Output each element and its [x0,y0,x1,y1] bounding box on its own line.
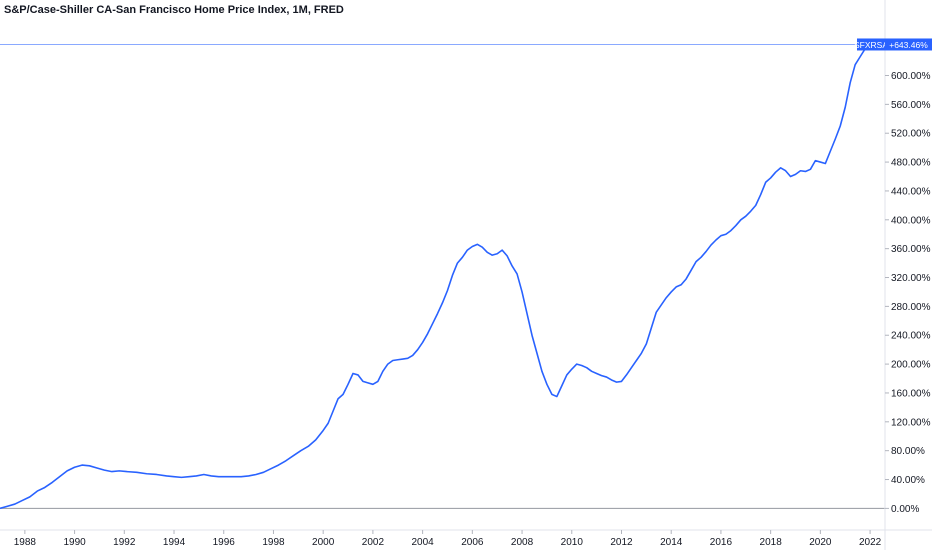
x-tick-label: 1988 [14,537,37,548]
y-tick-label: 400.00% [891,215,931,226]
x-tick-label: 1996 [213,537,236,548]
x-tick-label: 2018 [760,537,783,548]
x-tick-label: 2010 [561,537,584,548]
y-tick-label: 160.00% [891,388,931,399]
y-tick-label: 440.00% [891,186,931,197]
price-axis: 0.00% 40.00% 80.00% 120.00% 160.00% 200.00% 24… [854,0,932,550]
y-tick-label: 200.00% [891,360,931,371]
y-tick-label: 320.00% [891,273,931,284]
x-tick-label: 2004 [411,537,434,548]
x-tick-label: 1998 [262,537,285,548]
x-tick-label: 1994 [163,537,186,548]
plot-area [0,43,885,510]
y-tick-label: 0.00% [891,504,919,515]
y-tick-label: 480.00% [891,158,931,169]
time-axis: 1988 1990 1992 1994 1996 1998 2000 2002 2004 2006… [0,529,932,548]
x-tick-label: 2008 [511,537,534,548]
x-tick-label: 2000 [312,537,335,548]
symbol-badge [857,38,885,51]
x-tick-label: 2012 [610,537,633,548]
y-tick-label: 600.00% [891,71,931,82]
x-tick-label: 2002 [362,537,385,548]
x-tick-label: 2014 [660,537,683,548]
x-tick-label: 1990 [63,537,86,548]
y-tick-label: 560.00% [891,100,931,111]
last-value-label: +643.46% [889,40,928,50]
y-tick-label: 240.00% [891,331,931,342]
symbol-badge-label: SFXRSA [854,40,888,50]
y-tick-label: 80.00% [891,446,925,457]
chart-title: S&P/Case-Shiller CA-San Francisco Home P… [4,4,344,16]
series-line-sfxrsa[interactable] [0,43,871,510]
x-tick-label: 2006 [461,537,484,548]
x-tick-label: 2020 [809,537,832,548]
last-value-badge [885,38,932,51]
y-tick-label: 40.00% [891,475,925,486]
x-tick-label: 2016 [710,537,733,548]
x-tick-label: 1992 [113,537,136,548]
y-tick-label: 520.00% [891,129,931,140]
y-tick-label: 360.00% [891,244,931,255]
y-tick-label: 120.00% [891,417,931,428]
y-tick-label: 280.00% [891,302,931,313]
x-tick-label: 2022 [859,537,882,548]
